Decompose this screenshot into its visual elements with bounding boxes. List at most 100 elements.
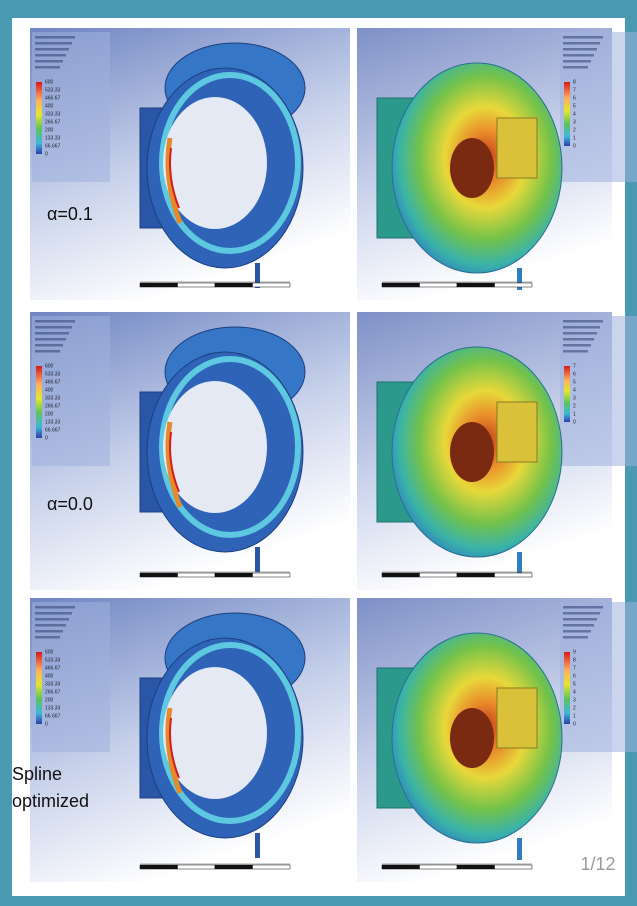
legend-label: 3 [573,119,576,125]
legend-label: 133.33 [45,705,61,711]
slide-viewer: 600533.33466.67400333.33266.67200133.336… [0,0,637,906]
legend-header-line [35,320,75,323]
legend-label: 533.33 [45,657,61,663]
legend-label: 400 [45,387,54,393]
legend-header-line [563,338,594,341]
model-leg [517,552,522,574]
legend-header-line [35,338,66,341]
scale-segment [420,865,458,869]
legend-label: 6 [573,371,576,377]
legend-header-line [563,326,600,329]
legend-label: 66.667 [45,427,61,433]
scale-segment [457,283,495,287]
legend-header-line [35,630,63,633]
legend-label: 66.667 [45,143,61,149]
legend-color-bar [564,82,570,146]
legend-label: 400 [45,103,54,109]
legend-label: 8 [573,79,576,85]
legend-label: 7 [573,87,576,93]
legend-header-line [35,618,69,621]
legend-label: 333.33 [45,681,61,687]
legend-label: 0 [45,721,48,727]
scale-segment [178,573,216,577]
legend-color-bar [36,366,42,438]
legend-header-line [35,636,60,639]
legend-header-line [35,60,63,63]
legend-header-line [35,350,60,353]
row-label: α=0.1 [47,204,93,224]
legend-label: 66.667 [45,713,61,719]
legend-header-line [35,606,75,609]
scale-segment [457,573,495,577]
legend-label: 4 [573,111,576,117]
legend-label: 8 [573,657,576,663]
scale-segment [457,865,495,869]
legend-header-line [563,630,591,633]
legend-color-bar [36,652,42,724]
model-leg [255,547,260,572]
legend-header-line [563,618,597,621]
model-hole [163,97,267,229]
model-hole [450,138,494,198]
legend-label: 5 [573,681,576,687]
legend-label: 333.33 [45,111,61,117]
legend-label: 600 [45,363,54,369]
row-label: Spline [12,764,62,784]
scale-segment [215,573,253,577]
legend-label: 466.67 [45,379,61,385]
scale-segment [495,865,533,869]
scale-segment [140,573,178,577]
scale-segment [420,573,458,577]
legend-label: 2 [573,403,576,409]
legend-label: 9 [573,649,576,655]
model-box [497,402,537,462]
legend-header-line [563,624,594,627]
legend-label: 266.67 [45,689,61,695]
legend-label: 1 [573,135,576,141]
legend-label: 333.33 [45,395,61,401]
legend-label: 4 [573,387,576,393]
legend-header-line [35,624,66,627]
legend-header-line [563,48,597,51]
legend-label: 3 [573,697,576,703]
legend-header-line [563,54,594,57]
legend-label: 0 [573,419,576,425]
scale-segment [420,283,458,287]
legend-color-bar [36,82,42,154]
legend-label: 4 [573,689,576,695]
model-hole [450,708,494,768]
legend-label: 600 [45,649,54,655]
legend-header-line [35,66,60,69]
scale-segment [140,865,178,869]
panels: 600533.33466.67400333.33266.67200133.336… [12,28,637,882]
model-box [497,688,537,748]
row-label: α=0.0 [47,494,93,514]
model-box [497,118,537,178]
model-hole [163,667,267,799]
legend-label: 3 [573,395,576,401]
scale-segment [253,283,291,287]
legend-label: 266.67 [45,403,61,409]
scale-segment [178,865,216,869]
legend-label: 5 [573,379,576,385]
legend-label: 133.33 [45,135,61,141]
scale-segment [253,865,291,869]
legend-header-line [563,42,600,45]
page-indicator: 1/12 [580,854,615,874]
legend-label: 1 [573,411,576,417]
legend-label: 200 [45,411,54,417]
scale-segment [178,283,216,287]
model-leg [255,833,260,858]
legend-label: 6 [573,673,576,679]
legend-label: 2 [573,705,576,711]
row-label: optimized [12,791,89,811]
legend-header-line [563,320,603,323]
legend-label: 533.33 [45,87,61,93]
legend-color-bar [564,652,570,724]
legend-header-line [35,42,72,45]
legend-label: 6 [573,95,576,101]
legend-header-line [35,612,72,615]
legend-label: 7 [573,665,576,671]
model-hole [163,381,267,513]
legend-label: 400 [45,673,54,679]
